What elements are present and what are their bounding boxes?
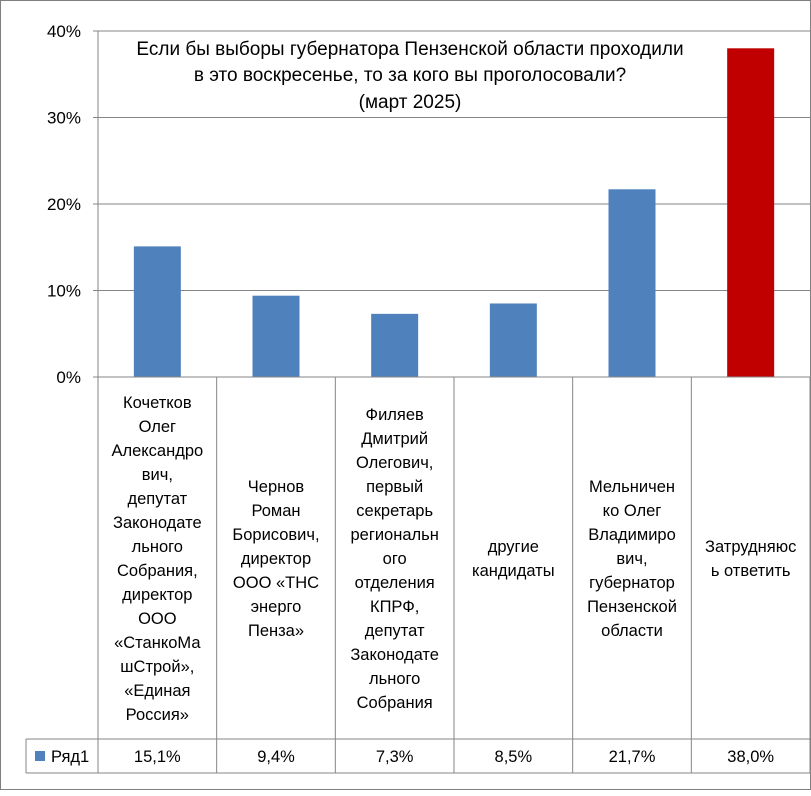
category-label-line: Олегович,: [356, 454, 433, 472]
bar: [252, 295, 300, 377]
category-label-line: губернатор: [589, 574, 675, 592]
y-tick-label: 20%: [47, 195, 81, 214]
category-label-line: Россия»: [126, 706, 189, 724]
bar: [727, 48, 775, 378]
y-tick-label: 40%: [47, 22, 81, 41]
data-table-cell: 21,7%: [609, 748, 656, 766]
y-tick-label: 10%: [47, 282, 81, 301]
category-label-line: ого: [383, 550, 407, 568]
category-label-line: директор: [241, 550, 311, 568]
category-label-line: ООО «ТНС: [233, 574, 319, 592]
bars: [133, 48, 775, 378]
category-label-line: КПРФ,: [370, 598, 419, 616]
category-label-line: «Единая: [124, 682, 190, 700]
category-label-line: Роман: [251, 502, 300, 520]
category-label-line: отделения: [355, 574, 435, 592]
y-axis-tick-labels: 0% 10% 20% 30% 40%: [47, 22, 81, 387]
chart-title-line-3: (март 2025): [359, 92, 462, 113]
data-table-cell: 9,4%: [257, 748, 295, 766]
category-label-line: Дмитрий: [361, 430, 428, 448]
category-label-line: региональн: [350, 526, 438, 544]
category-label-line: Собрания: [357, 694, 433, 712]
category-label-line: Олег: [139, 418, 176, 436]
y-tick-label: 0%: [56, 368, 81, 387]
category-label-line: секретарь: [356, 502, 433, 520]
category-label-line: Пензенской: [587, 598, 677, 616]
category-label-line: ко Олег: [603, 502, 662, 520]
category-label-line: кандидаты: [472, 562, 555, 580]
category-label-line: другие: [488, 538, 539, 556]
category-label-line: области: [601, 622, 663, 640]
series-name: Ряд1: [51, 748, 89, 766]
category-label-line: Кочетков: [123, 394, 192, 412]
bar: [489, 303, 537, 377]
category-label-line: Затрудняюс: [705, 538, 796, 556]
category-label-line: Борисович,: [232, 526, 319, 544]
category-label-line: «СтанкоМа: [114, 634, 201, 652]
category-label-line: ь ответить: [711, 562, 791, 580]
bar: [608, 189, 656, 377]
category-label-line: Законодате: [113, 514, 202, 532]
category-label-line: вич,: [616, 550, 647, 568]
category-label-line: Александро: [111, 442, 203, 460]
category-label-line: депутат: [127, 490, 187, 508]
category-label-line: Законодате: [350, 646, 439, 664]
bar: [133, 246, 181, 377]
category-label-line: директор: [122, 586, 192, 604]
data-table-cell: 15,1%: [134, 748, 181, 766]
legend-key-swatch: [35, 751, 45, 761]
chart-title-line-2: в это воскресенье, то за кого вы проголо…: [194, 65, 626, 86]
category-label-line: льного: [369, 670, 420, 688]
category-label-line: шСтрой»,: [120, 658, 194, 676]
category-label-line: Пенза»: [248, 622, 304, 640]
category-label-line: льного: [132, 538, 183, 556]
category-label-line: Чернов: [248, 478, 305, 496]
gridlines: [98, 30, 810, 291]
category-labels: Кочетков Олег Александро вич, депутат Законод…: [111, 394, 796, 724]
category-label-line: энерго: [251, 598, 302, 616]
y-tick-label: 30%: [47, 109, 81, 128]
category-label-line: ООО: [138, 610, 177, 628]
category-label-line: вич,: [142, 466, 173, 484]
category-label-line: первый: [366, 478, 423, 496]
bar: [371, 313, 419, 377]
category-label-line: депутат: [365, 622, 425, 640]
category-label-line: Владимиро: [588, 526, 676, 544]
data-table-cell: 38,0%: [727, 748, 774, 766]
chart-title: Если бы выборы губернатора Пензенской об…: [136, 39, 683, 113]
category-label-line: Мельничен: [589, 478, 675, 496]
data-table: Ряд1 15,1% 9,4% 7,3% 8,5% 21,7% 38,0%: [25, 377, 811, 774]
category-label-line: Филяев: [366, 406, 425, 424]
data-table-cell: 7,3%: [376, 748, 414, 766]
data-table-cell: 8,5%: [495, 748, 533, 766]
chart-title-line-1: Если бы выборы губернатора Пензенской об…: [136, 39, 683, 60]
category-label-line: Собрания,: [117, 562, 198, 580]
